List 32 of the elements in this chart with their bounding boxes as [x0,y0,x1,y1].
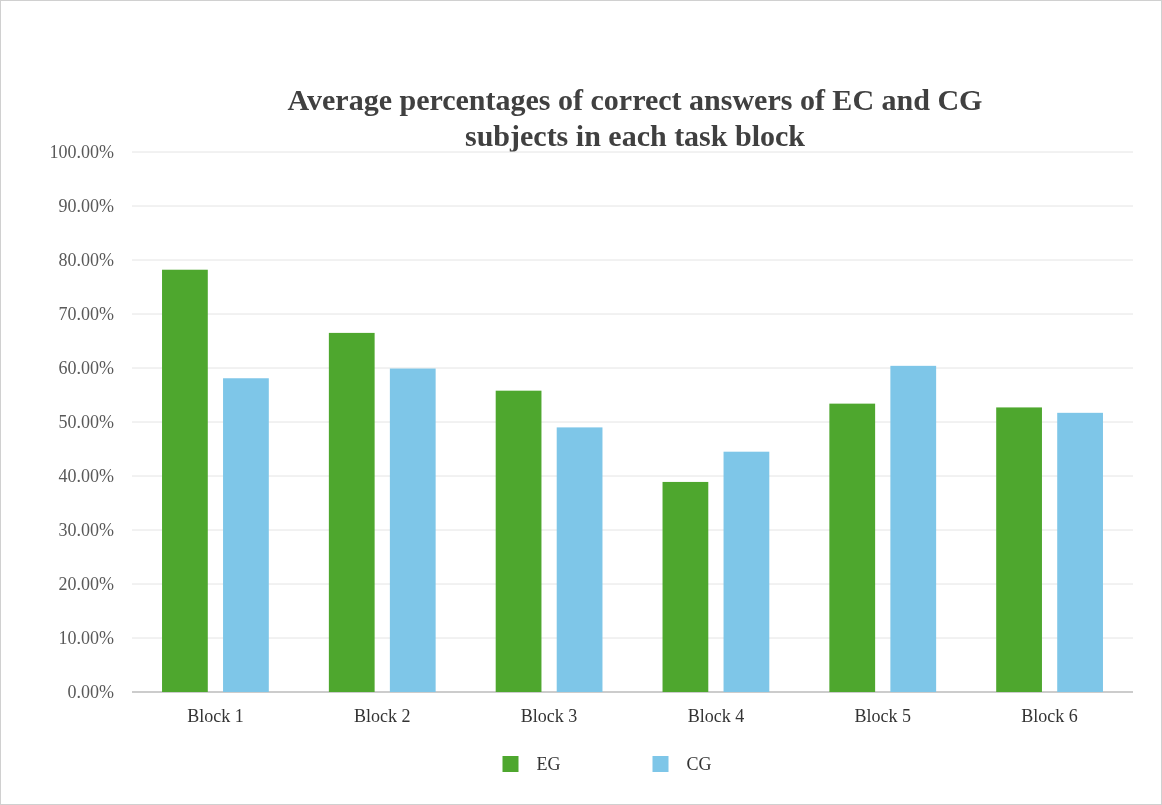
bar [162,269,208,692]
y-tick-label: 100.00% [49,142,114,163]
bar [829,403,876,692]
bar [556,427,603,692]
y-tick-label: 60.00% [58,358,114,379]
y-tick-label: 70.00% [58,304,114,325]
bar [495,390,542,692]
x-tick-label: Block 3 [520,706,578,726]
x-tick-label: Block 4 [687,706,745,726]
y-tick-label: 10.00% [58,628,114,649]
x-tick-label: Block 6 [1021,706,1078,726]
legend-label: EG [536,754,561,774]
bar [723,451,770,692]
bar [223,378,269,692]
x-tick-label: Block 5 [854,706,911,726]
bar [328,332,375,692]
y-tick-label: 80.00% [58,250,114,271]
y-tick-label: 50.00% [58,412,114,433]
x-tick-label: Block 1 [187,706,244,726]
bar [996,407,1042,692]
y-tick-label: 40.00% [58,466,114,487]
bar [662,481,709,692]
x-tick-label: Block 2 [354,706,411,726]
legend-label: CG [686,754,712,774]
bar [1057,412,1103,692]
bar [389,368,436,692]
y-tick-label: 0.00% [67,682,114,703]
bar [890,365,937,692]
y-tick-label: 20.00% [58,574,114,595]
chart-title: Average percentages of correct answers of EC and CG subjects in each task block [287,83,983,152]
y-tick-label: 30.00% [58,520,114,541]
y-tick-label: 90.00% [58,196,114,217]
